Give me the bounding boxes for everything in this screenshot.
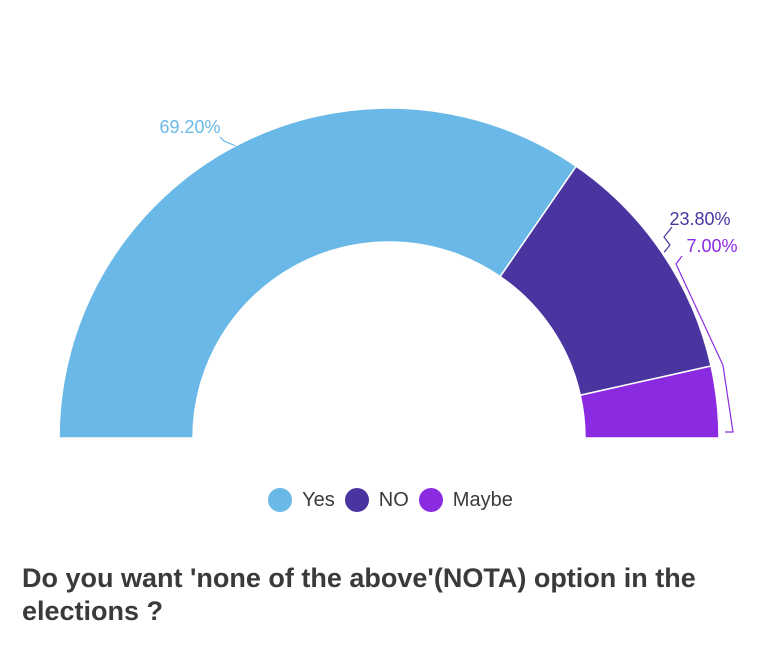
slice-label-no: 23.80% xyxy=(669,209,730,229)
slice-label-maybe: 7.00% xyxy=(686,236,737,256)
legend-label-yes: Yes xyxy=(302,488,335,511)
slice-maybe[interactable] xyxy=(579,365,720,439)
legend-item-no[interactable]: NO xyxy=(344,488,409,512)
half-donut-chart: 69.20% 23.80% 7.00% xyxy=(58,107,738,439)
legend-label-no: NO xyxy=(378,488,409,511)
legend-swatch-yes xyxy=(268,488,293,512)
legend-swatch-no xyxy=(344,488,369,512)
chart-slices xyxy=(58,107,720,439)
leader-no xyxy=(663,226,673,253)
legend-item-maybe[interactable]: Maybe xyxy=(418,488,513,512)
legend: Yes NO Maybe xyxy=(0,488,781,512)
legend-label-maybe: Maybe xyxy=(452,488,513,511)
label-leaders xyxy=(219,136,734,433)
slice-yes[interactable] xyxy=(58,107,578,439)
slice-labels: 69.20% 23.80% 7.00% xyxy=(159,117,737,256)
chart-title: Do you want 'none of the above'(NOTA) op… xyxy=(22,563,696,626)
leader-yes xyxy=(219,136,236,147)
legend-swatch-maybe xyxy=(418,488,443,512)
slice-label-yes: 69.20% xyxy=(159,117,220,137)
legend-item-yes[interactable]: Yes xyxy=(268,488,335,512)
leader-maybe xyxy=(675,255,734,433)
